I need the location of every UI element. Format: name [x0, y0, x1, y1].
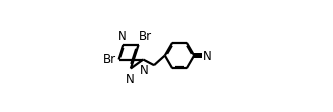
- Text: Br: Br: [103, 53, 116, 66]
- Text: N: N: [140, 64, 148, 76]
- Text: Br: Br: [139, 29, 152, 42]
- Text: N: N: [118, 30, 127, 42]
- Text: N: N: [126, 72, 135, 85]
- Text: N: N: [202, 50, 211, 62]
